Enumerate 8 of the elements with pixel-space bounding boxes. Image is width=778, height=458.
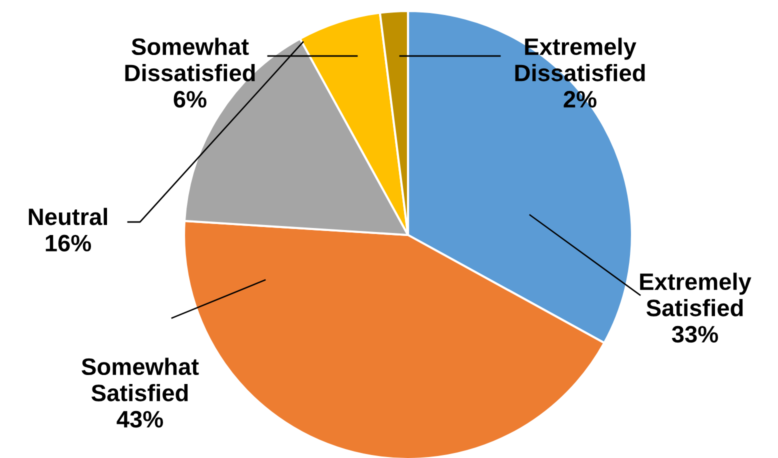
slice-label: Somewhat Satisfied [82, 358, 199, 402]
slice-label: Somewhat Dissatisfied [125, 38, 255, 82]
data-label: 33% [672, 326, 718, 343]
data-label: 43% [116, 410, 164, 428]
slice-label: Extremely Satisfied [640, 272, 752, 316]
slice-label: Neutral [28, 208, 108, 226]
data-label: 16% [46, 234, 92, 252]
data-label: 6% [174, 90, 206, 108]
